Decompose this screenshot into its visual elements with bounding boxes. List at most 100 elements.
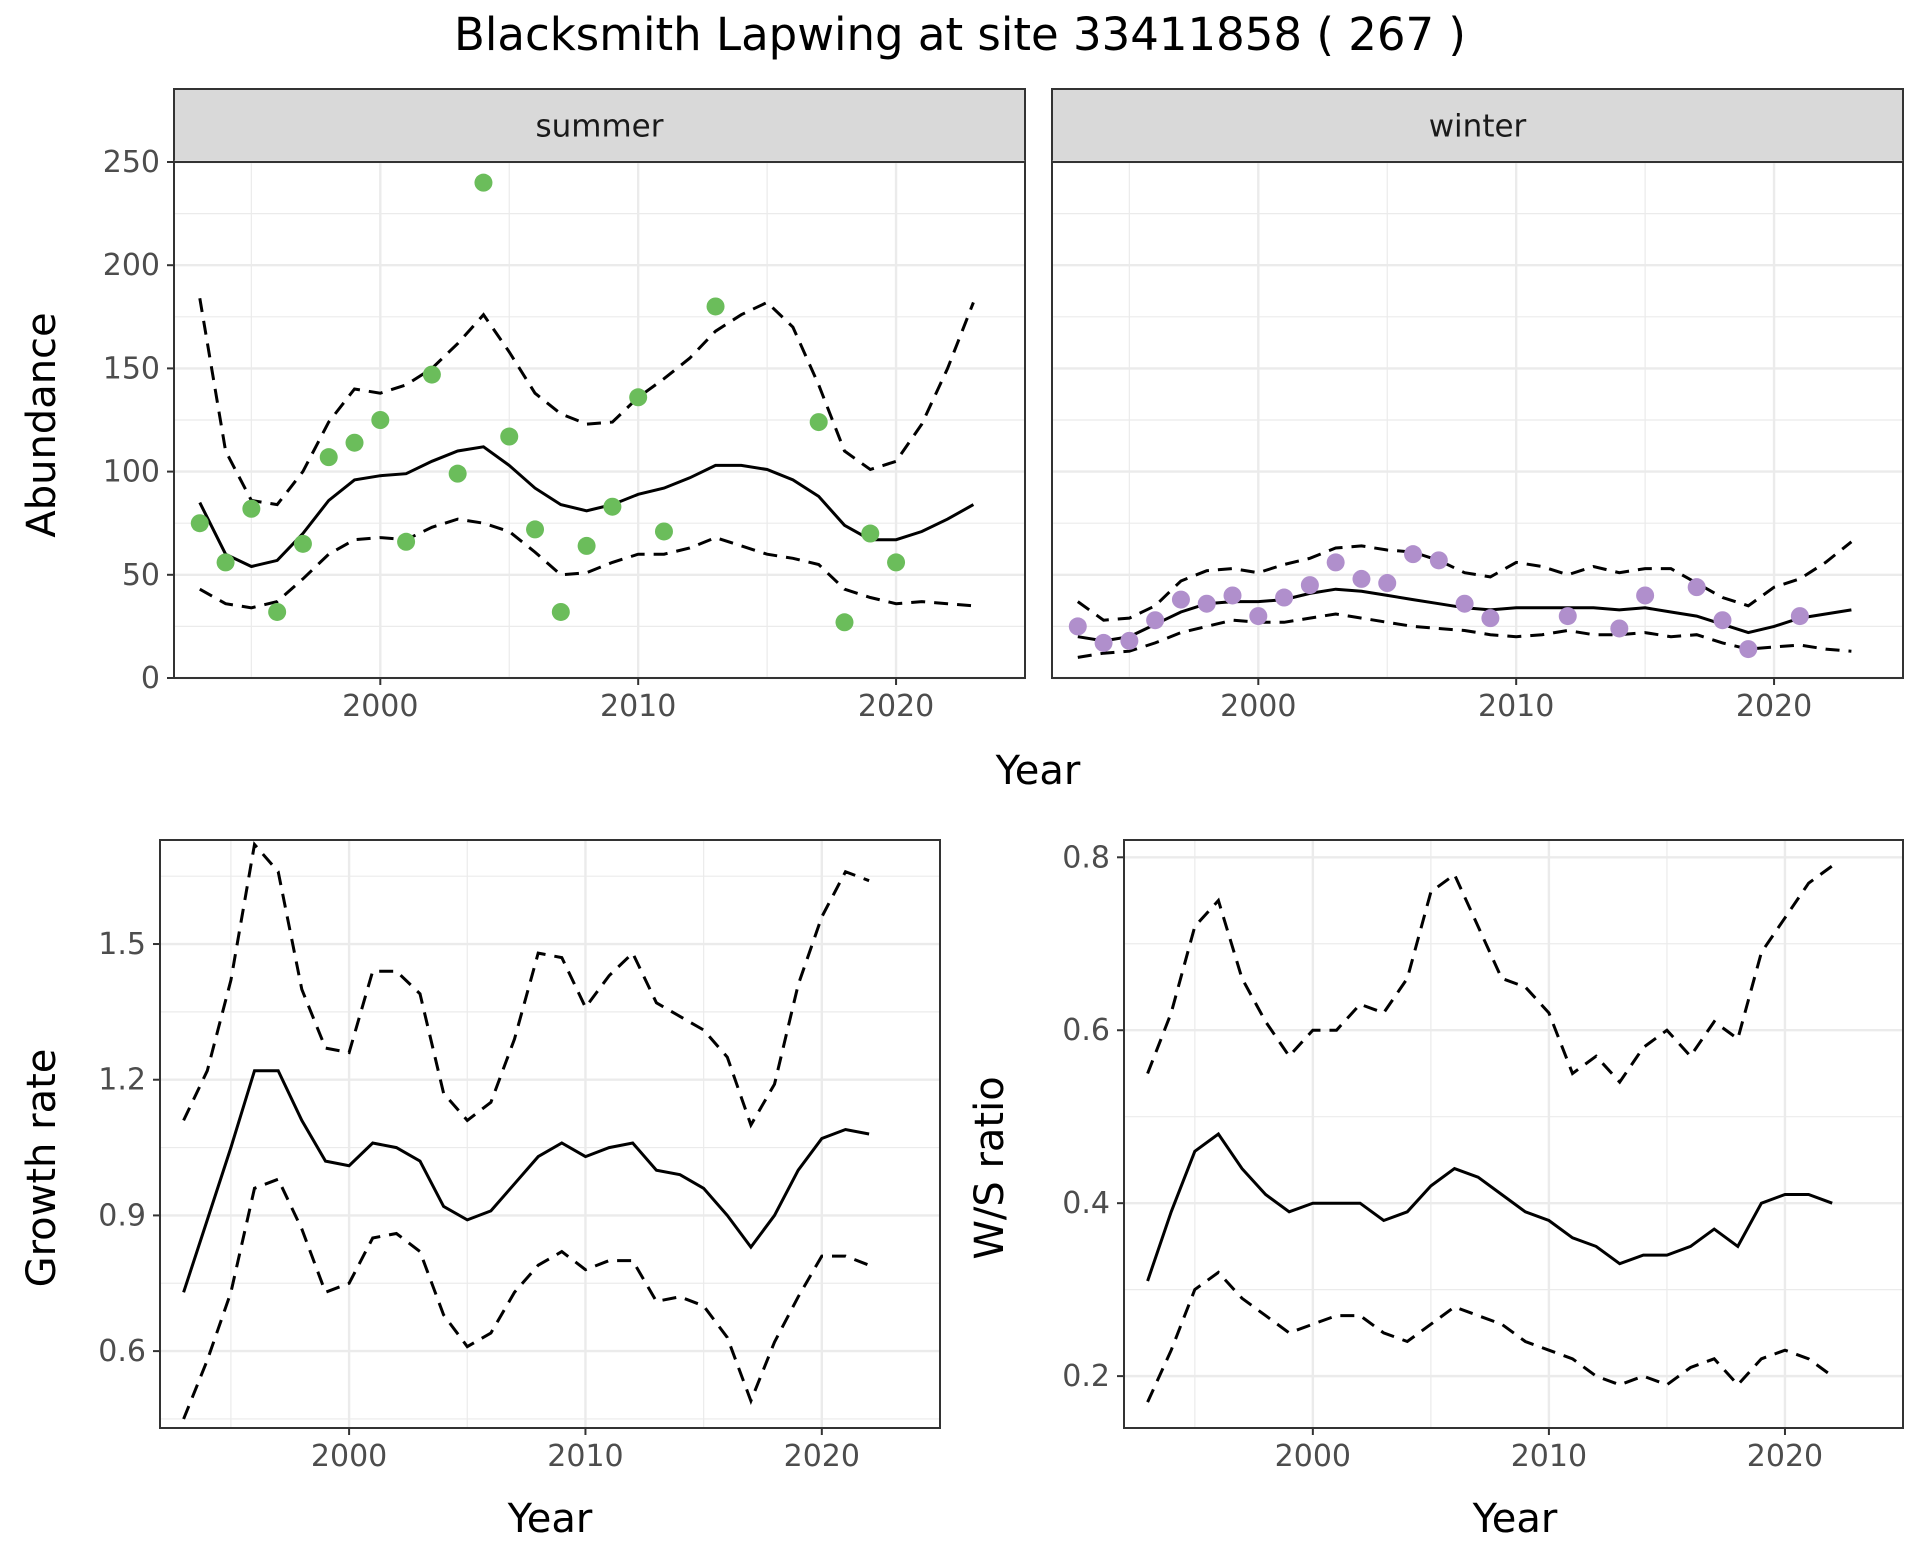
summer-data-point [526, 520, 545, 539]
winter-data-point [1739, 640, 1758, 659]
summer-data-point [190, 514, 209, 533]
y-tick-label: 0.9 [98, 1198, 146, 1233]
fitted-line [182, 1069, 870, 1293]
ws-ratio-panel: 2000 2010 2020 0.2 0.4 0.6 0.8 [1062, 839, 1904, 1474]
summer-data-point [629, 388, 648, 407]
y-tick-label: 50 [122, 558, 160, 593]
winter-data-point [1481, 609, 1500, 628]
summer-data-point [861, 524, 880, 543]
summer-data-point [654, 522, 673, 541]
y-tick-label: 1.2 [98, 1063, 146, 1098]
winter-strip [1051, 88, 1904, 163]
summer-data-point [319, 448, 338, 467]
summer-strip-label: summer [535, 109, 663, 145]
summer-data-point [371, 411, 390, 429]
chart-title: Blacksmith Lapwing at site 33411858 ( 26… [454, 8, 1466, 61]
summer-data-point [345, 433, 364, 452]
ratio-x-axis-title: Year [1472, 1496, 1558, 1542]
winter-data-point [1610, 619, 1629, 638]
winter-data-point [1120, 631, 1139, 650]
y-tick-label: 1.5 [98, 927, 146, 962]
lower-bound-line [1077, 612, 1852, 659]
x-tick-label: 2000 [1275, 1439, 1351, 1474]
upper-bound-line [1076, 540, 1853, 622]
winter-data-point [1790, 607, 1809, 626]
summer-data-point [887, 553, 906, 572]
winter-data-point [1404, 545, 1423, 564]
ws-ratio-axis-title: W/S ratio [967, 1076, 1013, 1259]
y-tick-label: 250 [103, 145, 160, 180]
summer-data-point [603, 497, 622, 516]
x-tick-label: 2000 [1220, 689, 1296, 724]
y-tick-label: 0.2 [1062, 1359, 1110, 1394]
summer-data-point [474, 173, 493, 192]
winter-data-point [1300, 576, 1319, 595]
summer-data-point [293, 534, 312, 553]
winter-data-point [1094, 633, 1113, 652]
y-tick-label: 100 [103, 455, 160, 490]
panel-border [159, 839, 941, 1429]
panel-border [1123, 839, 1904, 1429]
x-tick-label: 2010 [1478, 689, 1554, 724]
summer-data-point [422, 365, 441, 384]
upper-bound-line [182, 841, 870, 1129]
abundance-axis-title: Abundance [19, 312, 65, 537]
y-tick-label: 0.8 [1062, 840, 1110, 875]
summer-data-point [500, 427, 519, 446]
summer-data-point [242, 499, 261, 518]
winter-data-point [1223, 586, 1242, 605]
summer-data-point [551, 602, 570, 621]
winter-data-point [1558, 607, 1577, 626]
x-tick-label: 2020 [1747, 1439, 1823, 1474]
winter-data-point [1068, 617, 1087, 636]
lower-bound-line [182, 1177, 870, 1420]
y-tick-label: 0.6 [1062, 1013, 1110, 1048]
x-tick-label: 2020 [784, 1439, 860, 1474]
summer-data-point [268, 602, 287, 621]
upper-bound-line [1146, 864, 1834, 1085]
summer-data-point [835, 613, 854, 632]
winter-data-point [1687, 578, 1706, 597]
winter-data-point [1171, 590, 1190, 609]
x-tick-label: 2020 [1736, 689, 1812, 724]
x-tick-label: 2000 [342, 689, 418, 724]
top-x-axis-title: Year [995, 748, 1081, 794]
summer-strip [173, 88, 1026, 163]
y-tick-label: 0.4 [1062, 1186, 1110, 1221]
summer-data-point [809, 413, 828, 432]
summer-data-point [397, 532, 416, 551]
winter-data-point [1429, 551, 1448, 570]
winter-strip-label: winter [1429, 109, 1527, 145]
winter-data-point [1326, 553, 1345, 572]
x-tick-label: 2000 [311, 1439, 387, 1474]
x-tick-label: 2010 [600, 689, 676, 724]
summer-data-point [448, 464, 467, 483]
summer-panel: summer 2000 2010 2020 0 50 100 150 200 250 [103, 88, 1026, 724]
winter-data-point [1275, 588, 1294, 607]
panel-border [1051, 161, 1904, 679]
winter-data-point [1249, 607, 1268, 626]
lower-bound-line [199, 517, 974, 610]
summer-data-point [216, 553, 235, 572]
y-tick-label: 150 [103, 351, 160, 386]
winter-data-point [1636, 586, 1655, 605]
summer-data-point [706, 297, 725, 316]
y-tick-label: 0.6 [98, 1334, 146, 1369]
winter-data-point [1455, 594, 1474, 613]
growth-rate-panel: 2000 2010 2020 0.6 0.9 1.2 1.5 [98, 839, 941, 1474]
y-tick-label: 200 [103, 248, 160, 283]
summer-data-point [577, 536, 596, 555]
lower-bound-line [1146, 1270, 1834, 1403]
growth-x-axis-title: Year [507, 1496, 593, 1542]
panel-border [173, 161, 1026, 679]
winter-data-point [1713, 611, 1732, 630]
fitted-line [1146, 1131, 1833, 1282]
winter-data-point [1378, 574, 1397, 593]
x-tick-label: 2010 [1511, 1439, 1587, 1474]
upper-bound-line [198, 297, 975, 507]
x-tick-label: 2020 [858, 689, 934, 724]
winter-data-point [1146, 611, 1165, 630]
growth-rate-axis-title: Growth rate [19, 1049, 65, 1288]
